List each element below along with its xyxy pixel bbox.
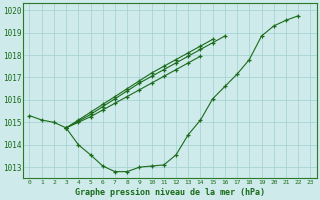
X-axis label: Graphe pression niveau de la mer (hPa): Graphe pression niveau de la mer (hPa)	[75, 188, 265, 197]
